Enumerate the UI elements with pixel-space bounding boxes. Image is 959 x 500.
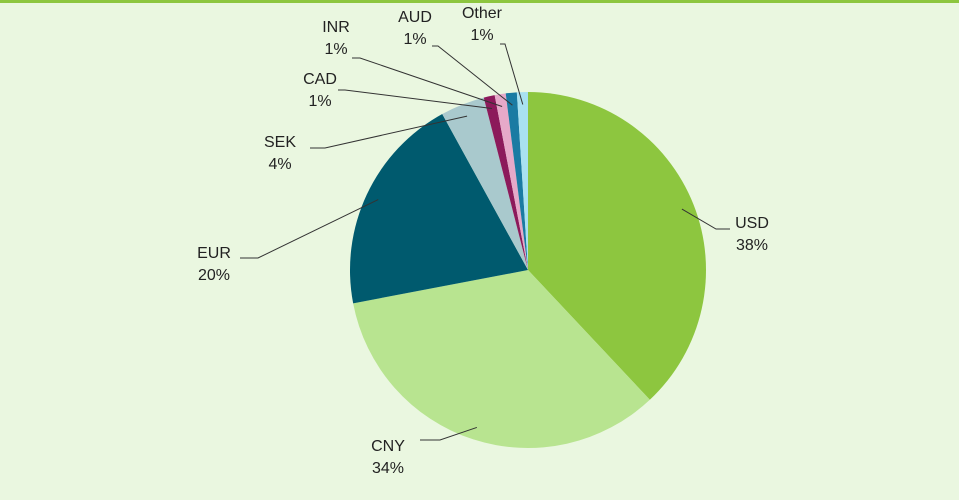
slice-value-label: 34% bbox=[372, 460, 404, 477]
slice-value-label: 1% bbox=[470, 27, 493, 44]
slice-value-label: 1% bbox=[403, 31, 426, 48]
leader-line bbox=[240, 199, 379, 259]
slice-value-label: 1% bbox=[308, 93, 331, 110]
slice-label: INR bbox=[322, 19, 350, 36]
leader-line bbox=[500, 43, 524, 105]
slice-value-label: 38% bbox=[736, 237, 768, 254]
slice-label: SEK bbox=[264, 134, 296, 151]
slice-label: Other bbox=[462, 5, 503, 22]
slice-value-label: 4% bbox=[268, 156, 291, 173]
leader-line bbox=[420, 426, 478, 441]
leader-line bbox=[681, 208, 730, 230]
leader-line bbox=[432, 45, 513, 106]
pie-slice bbox=[483, 95, 528, 271]
pie-slice bbox=[494, 93, 528, 270]
pie-slice bbox=[350, 114, 528, 304]
pie-slice bbox=[442, 97, 528, 270]
leader-line bbox=[310, 115, 468, 149]
slice-label: USD bbox=[735, 215, 769, 232]
slice-label: CAD bbox=[303, 71, 337, 88]
pie-slice bbox=[353, 270, 650, 448]
slice-label: EUR bbox=[197, 245, 231, 262]
slice-value-label: 1% bbox=[324, 41, 347, 58]
pie-slice bbox=[505, 92, 528, 270]
leader-line bbox=[352, 57, 503, 107]
slice-label: AUD bbox=[398, 9, 432, 26]
leader-line bbox=[338, 89, 492, 109]
slice-value-label: 20% bbox=[198, 267, 230, 284]
pie-slice bbox=[528, 92, 706, 400]
pie-slice bbox=[516, 92, 528, 270]
slice-label: CNY bbox=[371, 438, 405, 455]
top-border bbox=[0, 0, 959, 3]
